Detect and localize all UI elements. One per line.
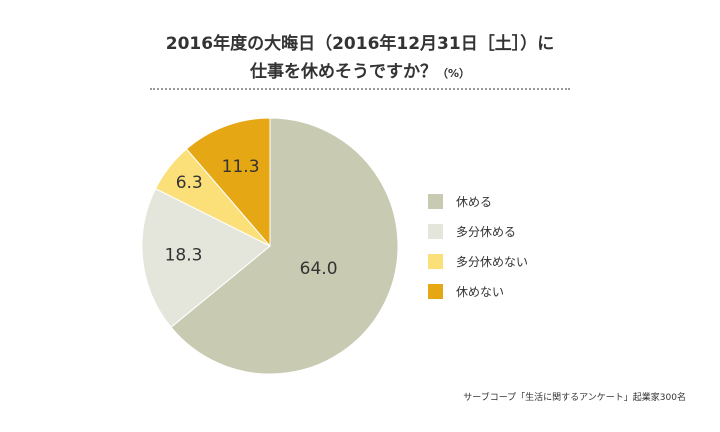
title-divider bbox=[150, 88, 570, 90]
chart-title-line2: 仕事を休めそうですか？ bbox=[249, 62, 437, 82]
source-note: サーブコープ「生活に関するアンケート」起業家300名 bbox=[463, 393, 686, 403]
slice-value-label-2: 18.3 bbox=[165, 246, 203, 266]
legend-item-2: 多分休める bbox=[428, 224, 528, 239]
legend-label-4: 休めない bbox=[456, 285, 505, 299]
legend-item-4: 休めない bbox=[428, 284, 528, 299]
legend-swatch-3 bbox=[428, 254, 443, 269]
legend-swatch-4 bbox=[428, 284, 443, 299]
legend-swatch-2 bbox=[428, 224, 443, 239]
slice-value-label-3: 6.3 bbox=[176, 173, 203, 193]
chart-title-line1: 2016年度の大晦日（2016年12月31日［土］）に bbox=[165, 34, 555, 54]
legend-label-1: 休める bbox=[456, 195, 493, 209]
legend-swatch-1 bbox=[428, 194, 443, 209]
pie-slice-4 bbox=[185, 117, 271, 248]
chart-title: 2016年度の大晦日（2016年12月31日［土］）に 仕事を休めそうですか？（… bbox=[0, 30, 720, 88]
chart-unit-label: （%） bbox=[436, 67, 471, 80]
legend-item-1: 休める bbox=[428, 194, 528, 209]
pie-slice-2 bbox=[141, 188, 271, 328]
slice-value-label-4: 11.3 bbox=[222, 157, 260, 177]
chart-title-line2-wrapper: 仕事を休めそうですか？（%） bbox=[0, 58, 720, 88]
legend-label-3: 多分休めない bbox=[456, 255, 529, 269]
pie-slice-1 bbox=[170, 117, 399, 375]
chart-legend: 休める多分休める多分休めない 休めない bbox=[428, 194, 528, 314]
legend-item-3: 多分休めない bbox=[428, 254, 528, 269]
slice-value-label-1: 64.0 bbox=[300, 259, 338, 279]
legend-label-2: 多分休める bbox=[456, 225, 517, 239]
